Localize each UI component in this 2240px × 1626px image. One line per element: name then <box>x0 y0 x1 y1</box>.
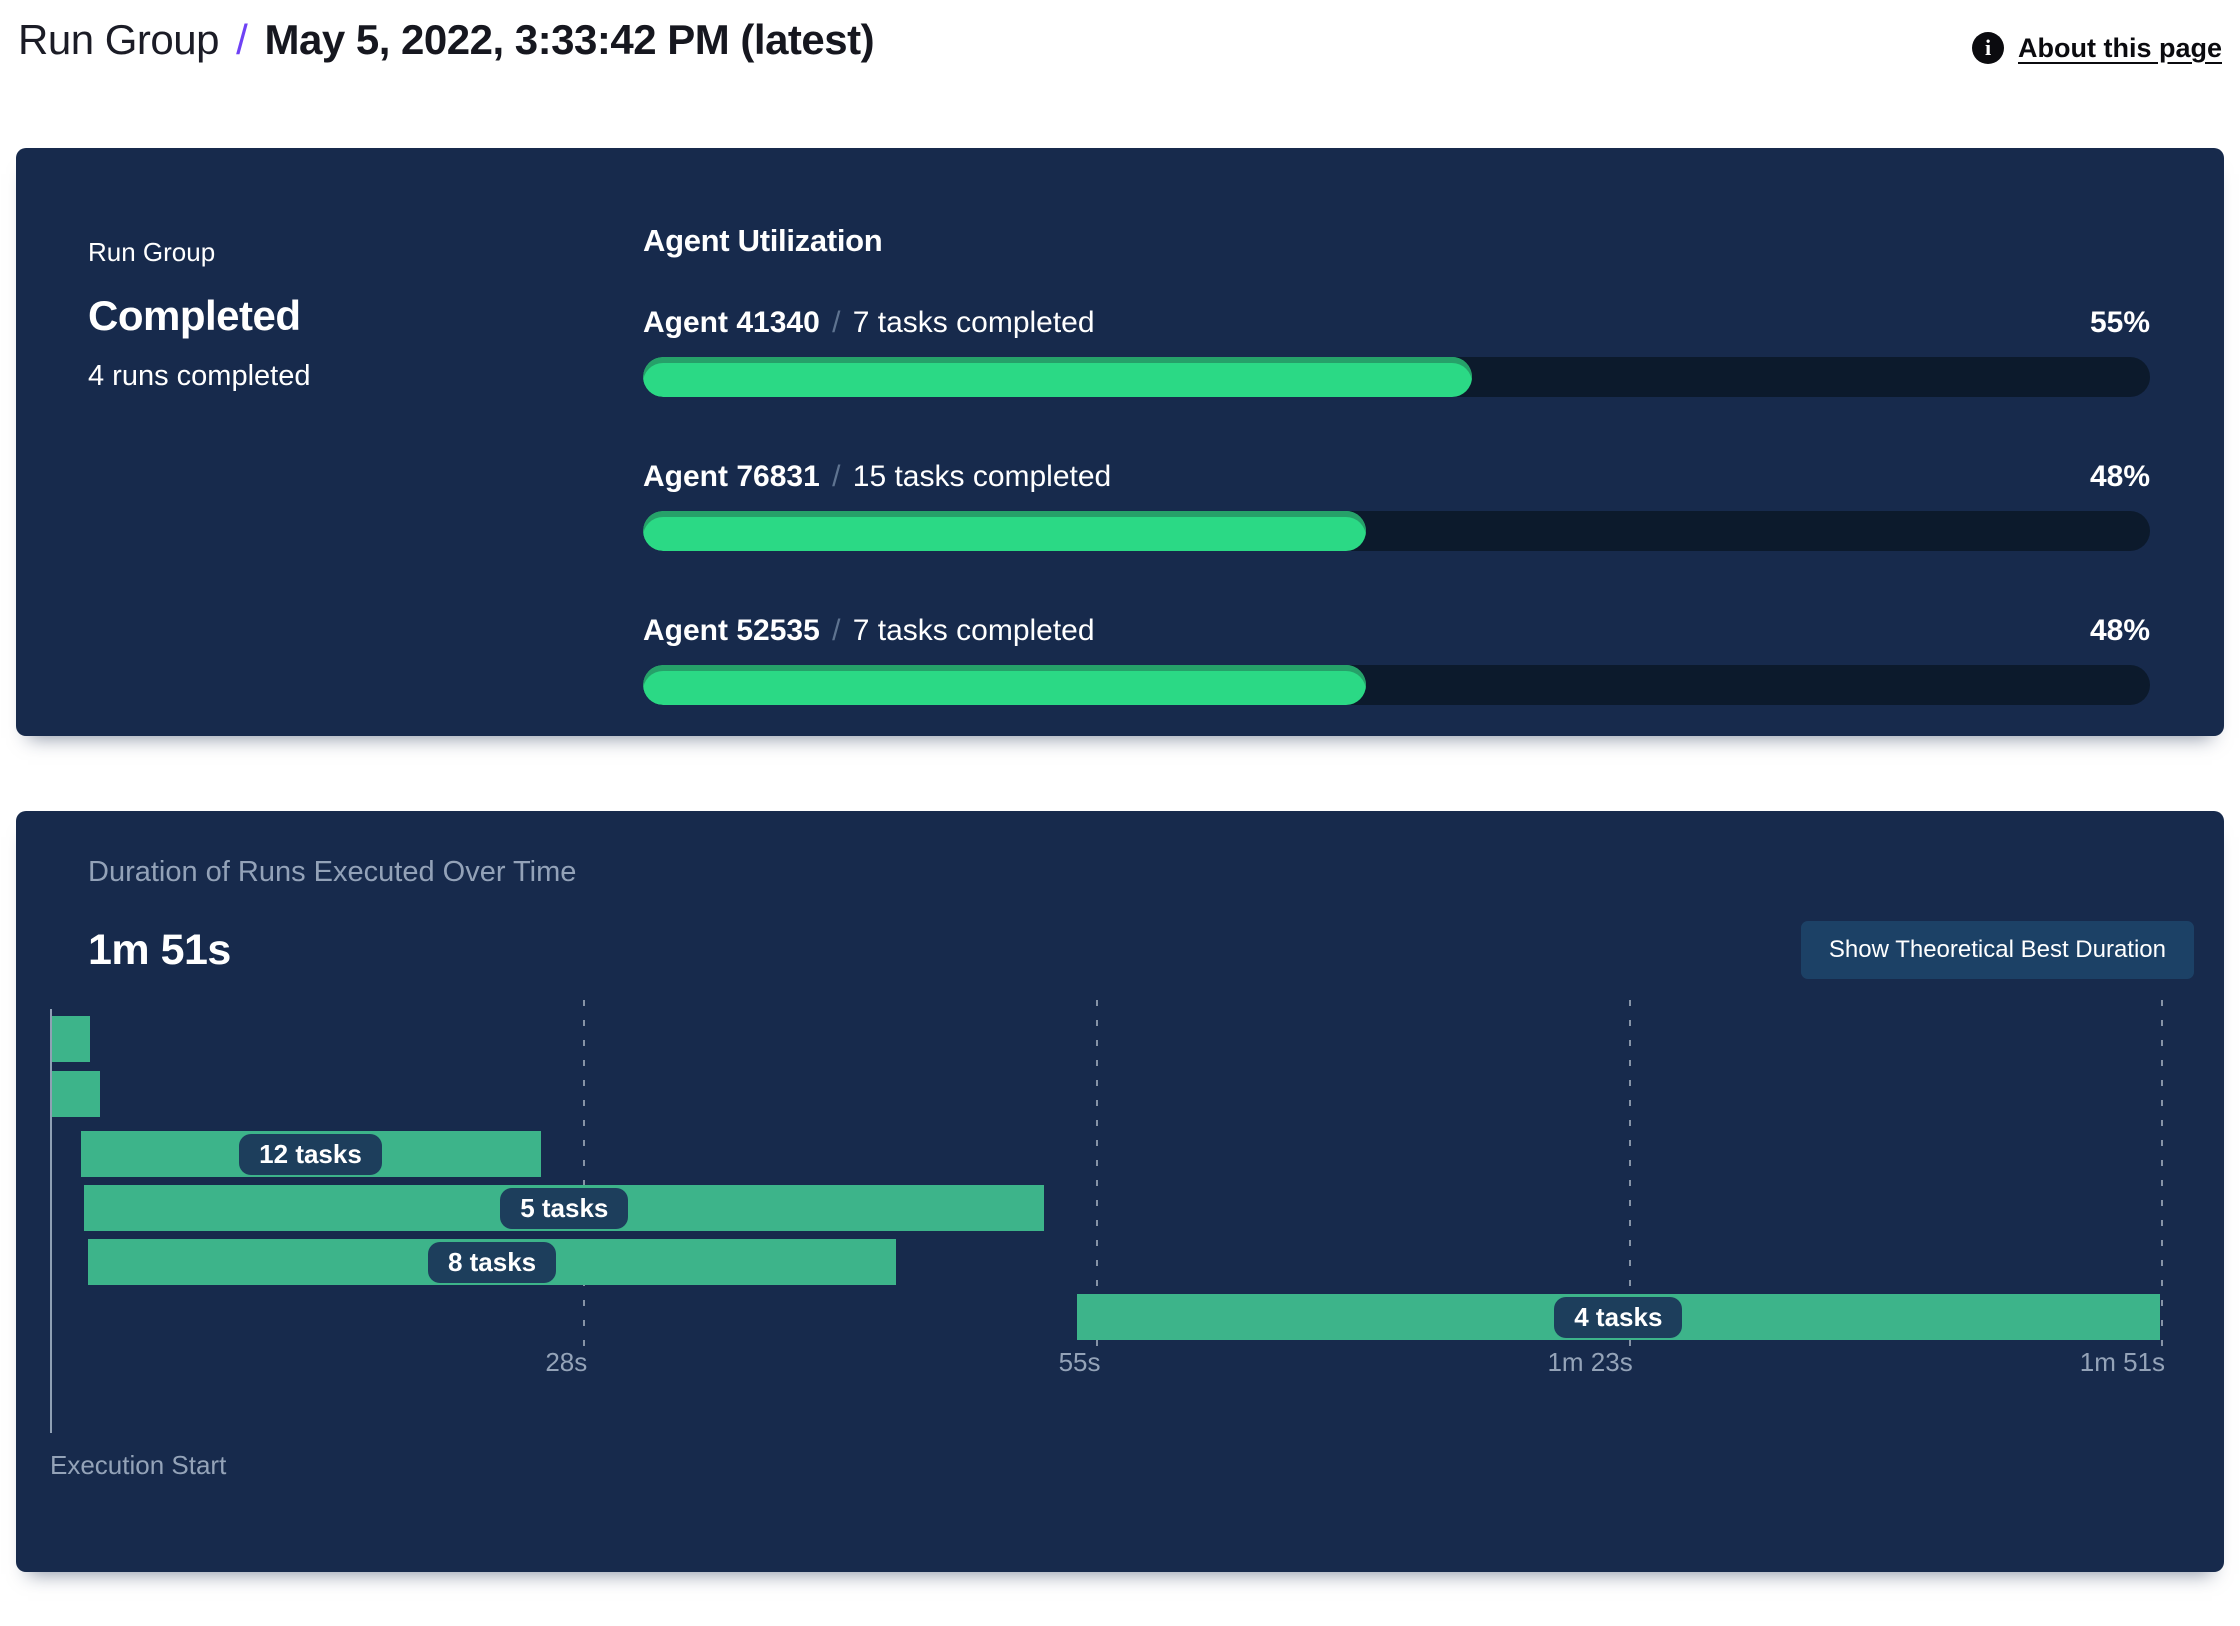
agent-percent: 55% <box>2089 306 2150 339</box>
agent-separator: / <box>823 614 849 647</box>
gantt-run-bar[interactable]: 8 tasks <box>88 1239 896 1285</box>
duration-chart-title: Duration of Runs Executed Over Time <box>88 856 577 888</box>
agent-progress-track <box>643 665 2150 705</box>
show-theoretical-best-duration-button[interactable]: Show Theoretical Best Duration <box>1800 921 2194 979</box>
agent-progress-fill <box>643 511 1367 551</box>
gantt-tick-label: 1m 23s <box>1547 1347 1633 1377</box>
agent-label: Agent 76831 / 15 tasks completed <box>643 459 1111 495</box>
agent-list: Agent 41340 / 7 tasks completed 55% Agen… <box>643 305 2150 705</box>
gantt-task-count-chip: 12 tasks <box>239 1133 382 1175</box>
agent-utilization-heading: Agent Utilization <box>643 223 883 258</box>
info-icon: i <box>1972 32 2004 64</box>
agent-name: Agent 41340 <box>643 306 820 339</box>
gantt-tick-label: 1m 51s <box>2079 1347 2165 1377</box>
run-group-summary: Run Group Completed 4 runs completed <box>88 223 643 736</box>
agent-percent: 48% <box>2089 460 2150 493</box>
total-duration-value: 1m 51s <box>88 925 231 974</box>
runs-completed-text: 4 runs completed <box>88 360 311 392</box>
agent-separator: / <box>823 306 849 339</box>
duration-panel-header: Duration of Runs Executed Over Time 1m 5… <box>16 811 2224 979</box>
duration-panel: Duration of Runs Executed Over Time 1m 5… <box>16 811 2224 1572</box>
agent-progress-track <box>643 511 2150 551</box>
gantt-gridline <box>2161 1000 2163 1347</box>
agent-row: Agent 41340 / 7 tasks completed 55% <box>643 305 2150 397</box>
gantt-run-bar[interactable]: 4 tasks <box>1076 1294 2161 1340</box>
page-title: May 5, 2022, 3:33:42 PM (latest) <box>264 16 875 63</box>
agent-label: Agent 41340 / 7 tasks completed <box>643 305 1095 341</box>
agent-row: Agent 76831 / 15 tasks completed 48% <box>643 459 2150 551</box>
gantt-gridline <box>583 1000 586 1347</box>
status-text: Completed <box>88 292 301 339</box>
gantt-gridline <box>1628 1000 1631 1347</box>
breadcrumb: Run Group / May 5, 2022, 3:33:42 PM (lat… <box>18 14 875 66</box>
breadcrumb-separator: / <box>236 16 248 63</box>
gantt-run-bar[interactable]: 12 tasks <box>80 1131 541 1177</box>
about-this-page[interactable]: i About this page <box>1972 32 2222 64</box>
gantt-run-bar[interactable]: 5 tasks <box>84 1185 1045 1231</box>
agent-name: Agent 52535 <box>643 614 820 647</box>
gantt-chart: 28s 55s 1m 23s 1m 51s 12 tasks 5 tasks 8 tasks… <box>50 1000 2165 1481</box>
gantt-plot: 28s 55s 1m 23s 1m 51s 12 tasks 5 tasks 8 tasks… <box>50 1000 2165 1433</box>
agent-percent: 48% <box>2089 614 2150 647</box>
gantt-task-count-chip: 5 tasks <box>500 1187 629 1229</box>
execution-start-label: Execution Start <box>50 1450 227 1480</box>
gantt-tick-label: 55s <box>1058 1347 1101 1377</box>
agent-progress-fill <box>643 357 1472 397</box>
agent-label-line: Agent 52535 / 7 tasks completed 48% <box>643 613 2150 649</box>
gantt-run-bar[interactable] <box>52 1071 100 1117</box>
about-link[interactable]: About this page <box>2018 32 2222 63</box>
agent-label-line: Agent 76831 / 15 tasks completed 48% <box>643 459 2150 495</box>
agent-label: Agent 52535 / 7 tasks completed <box>643 613 1095 649</box>
gantt-tick-label: 28s <box>545 1347 588 1377</box>
run-group-panel: Run Group Completed 4 runs completed Age… <box>16 148 2224 736</box>
gantt-run-bar[interactable] <box>52 1016 91 1062</box>
gantt-task-count-chip: 8 tasks <box>427 1241 557 1283</box>
run-group-label: Run Group <box>88 237 216 267</box>
page-header: Run Group / May 5, 2022, 3:33:42 PM (lat… <box>0 0 2240 66</box>
agent-label-line: Agent 41340 / 7 tasks completed 55% <box>643 305 2150 341</box>
agent-name: Agent 76831 <box>643 460 820 493</box>
agent-utilization-section: Agent Utilization Agent 41340 / 7 tasks … <box>643 223 2150 736</box>
agent-tasks: 7 tasks completed <box>852 614 1095 647</box>
gantt-gridline <box>1096 1000 1099 1347</box>
breadcrumb-run-group[interactable]: Run Group <box>18 16 219 63</box>
gantt-task-count-chip: 4 tasks <box>1554 1296 1683 1338</box>
agent-row: Agent 52535 / 7 tasks completed 48% <box>643 613 2150 705</box>
agent-separator: / <box>823 460 849 493</box>
agent-tasks: 15 tasks completed <box>852 460 1112 493</box>
agent-progress-track <box>643 357 2150 397</box>
agent-progress-fill <box>643 665 1367 705</box>
agent-tasks: 7 tasks completed <box>852 306 1095 339</box>
